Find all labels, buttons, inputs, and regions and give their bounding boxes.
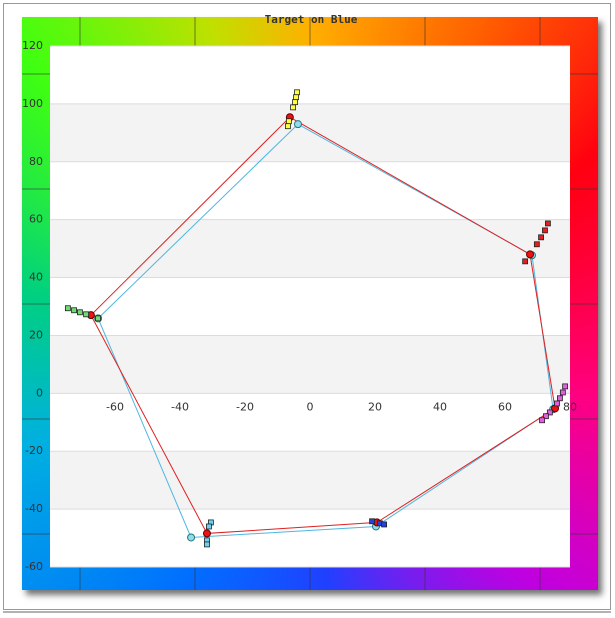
sample-point bbox=[545, 220, 551, 227]
x-tick-label: 80 bbox=[563, 400, 577, 413]
y-tick-label: 60 bbox=[29, 213, 43, 226]
sample-point bbox=[546, 409, 553, 416]
y-tick-label: 100 bbox=[22, 97, 43, 110]
sample-point bbox=[522, 258, 529, 265]
band bbox=[50, 451, 570, 510]
sample-point bbox=[284, 123, 291, 130]
band bbox=[50, 219, 570, 278]
y-tick-label: -60 bbox=[25, 560, 43, 573]
sample-point bbox=[83, 311, 89, 318]
vertex-point bbox=[202, 529, 211, 538]
sample-point bbox=[554, 400, 560, 407]
x-tick-label: 60 bbox=[498, 400, 512, 413]
chart-title: Target on Blue bbox=[265, 13, 358, 26]
vertex-point bbox=[293, 120, 302, 129]
sample-point bbox=[562, 383, 569, 390]
sample-point bbox=[64, 305, 71, 312]
sample-point bbox=[204, 541, 210, 548]
sample-point bbox=[539, 417, 545, 424]
y-tick-label: -20 bbox=[25, 444, 43, 457]
x-tick-label: 20 bbox=[368, 400, 382, 413]
sample-point bbox=[71, 307, 77, 314]
vertex-point bbox=[187, 533, 196, 542]
y-tick-label: 80 bbox=[29, 155, 43, 168]
x-tick-label: 40 bbox=[433, 400, 447, 413]
y-tick-label: -40 bbox=[25, 502, 43, 515]
sample-point bbox=[77, 309, 83, 316]
x-tick-label: 0 bbox=[307, 400, 314, 413]
sample-point bbox=[543, 413, 549, 420]
sample-point bbox=[206, 523, 212, 530]
x-tick-label: -60 bbox=[106, 400, 124, 413]
page-border bbox=[3, 3, 611, 610]
sample-point bbox=[538, 234, 544, 241]
frame-ticks bbox=[22, 17, 598, 590]
sample-point bbox=[95, 315, 101, 322]
sample-point bbox=[542, 227, 548, 234]
band bbox=[50, 103, 570, 162]
sample-point bbox=[290, 104, 297, 111]
sample-point bbox=[557, 395, 563, 402]
sample-point bbox=[294, 89, 300, 96]
y-tick-label: 40 bbox=[29, 271, 43, 284]
band bbox=[50, 335, 570, 394]
sample-point bbox=[381, 521, 388, 528]
sample-point bbox=[559, 389, 566, 396]
y-tick-label: 20 bbox=[29, 328, 43, 341]
y-tick-label: 120 bbox=[22, 39, 43, 52]
x-tick-label: -40 bbox=[171, 400, 189, 413]
y-tick-label: 0 bbox=[36, 386, 43, 399]
sample-point bbox=[285, 118, 292, 125]
x-tick-label: -20 bbox=[236, 400, 254, 413]
sample-point bbox=[292, 99, 298, 106]
sample-point bbox=[369, 518, 375, 525]
vertex-point bbox=[526, 250, 535, 259]
sample-point bbox=[293, 94, 299, 101]
sample-point bbox=[533, 241, 540, 248]
